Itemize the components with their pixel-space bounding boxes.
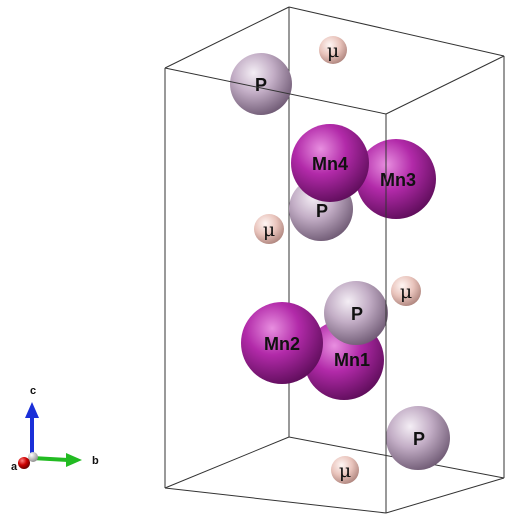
muon-label: μ [339,460,351,482]
muon-site-top: μ [319,36,347,64]
atom-p-bottom: P [386,406,450,470]
a-axis-label: a [11,461,18,473]
axis-triad: c b a [11,385,99,473]
muon-label: μ [400,281,412,303]
atom-label: P [413,429,425,449]
c-axis-label: c [30,385,36,397]
axis-origin-icon [28,452,38,462]
atom-mn3: Mn3 [356,139,436,219]
atom-label: Mn4 [312,154,348,174]
atom-label: Mn2 [264,334,300,354]
muon-site-left: μ [254,214,284,244]
c-axis-arrow [25,402,39,456]
atom-p-top: P [230,53,292,115]
atom-label: P [316,201,328,221]
atom-label: Mn1 [334,350,370,370]
unit-cell-front [164,55,505,514]
atom-mn2: Mn2 [241,302,323,384]
atom-p-low: P [324,281,388,345]
atom-label: P [255,75,267,95]
atom-mn4: Mn4 [291,124,369,202]
muon-site-right: μ [391,276,421,306]
muon-label: μ [263,219,275,241]
b-axis-arrow [31,453,82,467]
atom-label: P [351,304,363,324]
unit-cell-back [164,6,505,489]
muon-label: μ [327,40,339,62]
a-axis-arrow [18,457,30,469]
atom-label: Mn3 [380,170,416,190]
b-axis-label: b [92,455,99,467]
muon-site-bottom: μ [331,456,359,484]
